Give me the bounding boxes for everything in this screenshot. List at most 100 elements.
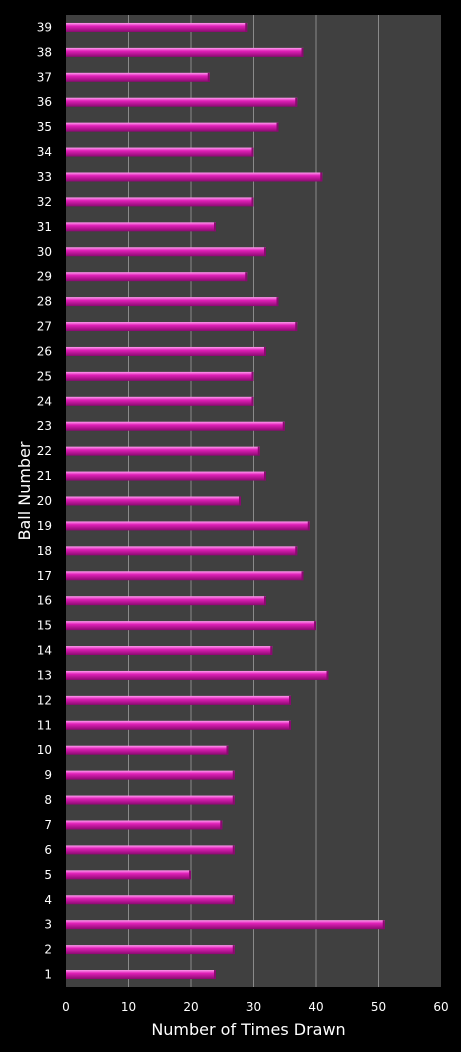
bar-end-cap <box>314 621 316 631</box>
y-tick-label: 32 <box>37 195 52 209</box>
bar-end-cap <box>239 496 241 506</box>
bar-end-cap <box>232 845 235 855</box>
bar-ball-13 <box>66 670 329 680</box>
bar-ball-18 <box>66 546 298 556</box>
bar-end-cap <box>251 371 254 381</box>
y-tick-label: 29 <box>37 270 52 284</box>
y-tick-label: 18 <box>37 544 52 558</box>
y-tick-label: 7 <box>44 818 52 832</box>
bar-end-cap <box>295 97 298 107</box>
bar-end-cap <box>295 546 298 556</box>
bar-ball-27 <box>66 322 298 332</box>
bar-end-cap <box>251 396 254 406</box>
bar-ball-36 <box>66 97 298 107</box>
y-tick-label: 24 <box>37 394 52 408</box>
bar-end-cap <box>282 421 285 431</box>
bar-end-cap <box>264 596 266 606</box>
bar-ball-35 <box>66 122 279 132</box>
y-tick-label: 12 <box>37 693 52 707</box>
bar-ball-38 <box>66 47 304 57</box>
bar-end-cap <box>232 945 235 955</box>
bar-ball-4 <box>66 895 235 905</box>
bar-end-cap <box>301 47 304 57</box>
y-tick-label: 15 <box>37 619 52 633</box>
y-tick-label: 26 <box>37 344 52 358</box>
y-tick-label: 37 <box>37 70 52 84</box>
bar-ball-3 <box>66 920 385 930</box>
bar-ball-11 <box>66 720 291 730</box>
x-tick-label: 40 <box>308 1000 323 1014</box>
x-tick-label: 20 <box>183 1000 198 1014</box>
x-axis-title: Number of Times Drawn <box>151 1020 345 1039</box>
bar-ball-33 <box>66 172 323 182</box>
bar-ball-5 <box>66 870 191 880</box>
bar-end-cap <box>207 72 210 82</box>
bar-ball-30 <box>66 247 266 257</box>
bar-end-cap <box>264 471 266 481</box>
y-tick-label: 11 <box>37 718 52 732</box>
bar-end-cap <box>245 272 248 282</box>
bar-ball-23 <box>66 421 285 431</box>
y-tick-label: 13 <box>37 668 52 682</box>
y-tick-label: 25 <box>37 369 52 383</box>
x-tick-label: 10 <box>121 1000 136 1014</box>
y-tick-label: 23 <box>37 419 52 433</box>
bar-end-cap <box>232 895 235 905</box>
y-tick-label: 19 <box>37 519 52 533</box>
bar-end-cap <box>295 322 298 332</box>
y-tick-label: 33 <box>37 170 52 184</box>
bar-end-cap <box>264 247 266 257</box>
bar-end-cap <box>276 122 279 132</box>
x-tick-label: 60 <box>433 1000 448 1014</box>
bar-end-cap <box>382 920 385 930</box>
y-tick-label: 22 <box>37 444 52 458</box>
y-tick-label: 14 <box>37 644 52 658</box>
bar-ball-22 <box>66 446 260 456</box>
bar-ball-6 <box>66 845 235 855</box>
y-tick-label: 5 <box>44 868 52 882</box>
bar-end-cap <box>289 695 291 705</box>
bar-end-cap <box>251 147 254 157</box>
y-tick-label: 27 <box>37 320 52 334</box>
y-tick-label: 36 <box>37 95 52 109</box>
bar-ball-9 <box>66 770 235 780</box>
bar-end-cap <box>326 670 329 680</box>
bar-end-cap <box>214 970 216 980</box>
bar-ball-8 <box>66 795 235 805</box>
bars <box>66 22 385 980</box>
bar-ball-10 <box>66 745 229 755</box>
bar-ball-29 <box>66 272 248 282</box>
bar-ball-37 <box>66 72 210 82</box>
bar-end-cap <box>226 745 229 755</box>
bar-ball-7 <box>66 820 223 830</box>
bar-ball-24 <box>66 396 254 406</box>
y-tick-label: 17 <box>37 569 52 583</box>
y-tick-label: 31 <box>37 220 52 234</box>
x-axis-ticks: 0 10 20 30 40 50 60 <box>62 1000 448 1014</box>
y-tick-label: 1 <box>44 968 52 982</box>
bar-ball-12 <box>66 695 291 705</box>
bar-ball-25 <box>66 371 254 381</box>
x-tick-label: 30 <box>246 1000 261 1014</box>
y-tick-label: 8 <box>44 793 52 807</box>
y-axis-title: Ball Number <box>15 441 34 540</box>
y-tick-label: 2 <box>44 943 52 957</box>
bar-end-cap <box>307 521 310 531</box>
bar-ball-21 <box>66 471 266 481</box>
bar-ball-32 <box>66 197 254 207</box>
bar-end-cap <box>251 197 254 207</box>
y-tick-label: 35 <box>37 120 52 134</box>
bar-end-cap <box>289 720 291 730</box>
bar-end-cap <box>220 820 223 830</box>
bar-ball-16 <box>66 596 266 606</box>
y-tick-label: 10 <box>37 743 52 757</box>
y-tick-label: 4 <box>44 893 52 907</box>
bar-end-cap <box>301 571 304 581</box>
bar-end-cap <box>232 795 235 805</box>
bar-end-cap <box>232 770 235 780</box>
y-tick-label: 9 <box>44 768 52 782</box>
bar-ball-20 <box>66 496 241 506</box>
bar-ball-1 <box>66 970 216 980</box>
y-tick-label: 20 <box>37 494 52 508</box>
bar-ball-14 <box>66 646 273 656</box>
